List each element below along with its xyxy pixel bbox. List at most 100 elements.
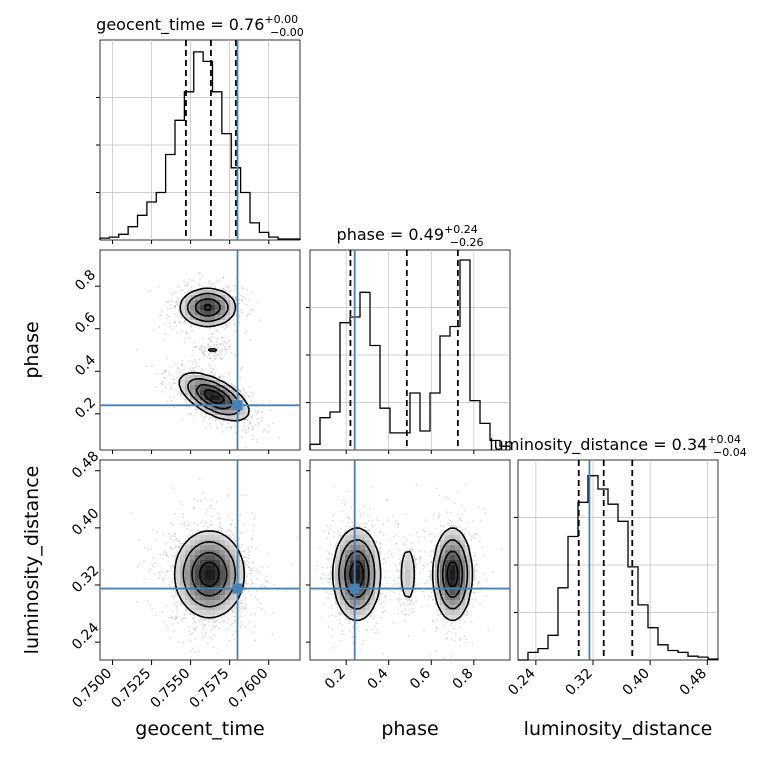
- sample-point: [419, 557, 421, 560]
- density-cell: [210, 410, 216, 416]
- sample-point: [231, 295, 234, 298]
- sample-point: [240, 620, 243, 623]
- density-cell: [445, 615, 451, 621]
- sample-point: [176, 393, 179, 395]
- sample-point: [432, 598, 435, 601]
- x-tick-label: 0.32: [562, 666, 595, 699]
- density-cell: [230, 545, 236, 551]
- density-cell: [215, 560, 221, 566]
- density-cell: [360, 545, 366, 551]
- sample-point: [250, 594, 253, 597]
- density-cell: [450, 570, 456, 576]
- density-cell: [335, 595, 341, 601]
- sample-point: [193, 341, 196, 344]
- sample-point: [238, 611, 241, 613]
- sample-point: [191, 631, 194, 634]
- sample-point: [192, 616, 194, 619]
- sample-point: [144, 546, 146, 549]
- sample-point: [256, 438, 259, 441]
- sample-point: [229, 324, 231, 326]
- sample-point: [424, 530, 426, 533]
- sample-point: [180, 363, 183, 365]
- density-cell: [450, 535, 456, 541]
- density-cell: [215, 600, 221, 606]
- sample-point: [253, 524, 255, 527]
- sample-point: [192, 279, 195, 282]
- sample-point: [387, 556, 390, 559]
- sample-point: [223, 287, 225, 290]
- sample-point: [203, 625, 206, 628]
- density-cell: [230, 555, 236, 561]
- sample-point: [216, 652, 219, 654]
- sample-point: [381, 592, 383, 595]
- sample-point: [181, 359, 184, 362]
- sample-point: [214, 372, 217, 374]
- density-cell: [230, 410, 236, 416]
- sample-point: [243, 427, 246, 430]
- density-cell: [200, 585, 206, 591]
- sample-point: [408, 609, 410, 612]
- sample-point: [245, 431, 248, 434]
- density-cell: [210, 530, 216, 536]
- density-cell: [190, 605, 196, 611]
- sample-point: [248, 561, 250, 564]
- sample-point: [424, 551, 427, 553]
- sample-point: [188, 533, 190, 536]
- density-cell: [190, 385, 196, 391]
- sample-point: [228, 639, 231, 642]
- density-cell: [450, 600, 456, 606]
- sample-point: [243, 424, 245, 427]
- sample-point: [436, 626, 438, 628]
- sample-point: [226, 622, 229, 624]
- sample-point: [181, 542, 184, 545]
- sample-point: [465, 641, 467, 644]
- density-cell: [345, 545, 351, 551]
- sample-point: [345, 490, 348, 493]
- density-cell: [465, 590, 471, 596]
- sample-point: [468, 531, 470, 534]
- sample-point: [330, 565, 333, 568]
- sample-point: [361, 643, 364, 646]
- sample-point: [407, 634, 410, 637]
- sample-point: [241, 554, 244, 557]
- density-cell: [440, 555, 446, 561]
- sample-point: [394, 564, 397, 567]
- density-cell: [215, 320, 221, 326]
- sample-point: [193, 620, 196, 623]
- sample-point: [446, 511, 449, 513]
- sample-point: [178, 321, 181, 324]
- sample-point: [153, 573, 156, 576]
- density-cell: [345, 610, 351, 616]
- density-cell: [370, 575, 376, 581]
- density-cell: [225, 385, 231, 391]
- contour-line: [344, 550, 464, 599]
- density-cell: [440, 600, 446, 606]
- density-cell: [370, 570, 376, 576]
- sample-point: [244, 332, 247, 335]
- density-cell: [450, 585, 456, 591]
- sample-point: [176, 297, 179, 300]
- sample-point: [217, 346, 220, 349]
- sample-point: [192, 617, 195, 620]
- sample-point: [327, 615, 330, 618]
- density-cell: [215, 395, 221, 401]
- sample-point: [471, 598, 473, 601]
- sample-point: [175, 538, 178, 540]
- sample-point: [243, 421, 246, 424]
- sample-point: [186, 520, 189, 523]
- sample-point: [451, 620, 454, 623]
- sample-point: [341, 519, 344, 522]
- sample-point: [155, 614, 158, 616]
- sample-point: [322, 573, 325, 576]
- density-cell: [365, 595, 371, 601]
- sample-point: [220, 375, 222, 377]
- sample-point: [233, 610, 236, 613]
- sample-point: [197, 272, 200, 275]
- sample-point: [411, 550, 414, 553]
- density-cell: [230, 300, 236, 306]
- sample-point: [205, 356, 208, 358]
- sample-point: [171, 623, 174, 625]
- sample-point: [183, 525, 186, 528]
- sample-point: [147, 600, 149, 603]
- sample-point: [228, 515, 230, 518]
